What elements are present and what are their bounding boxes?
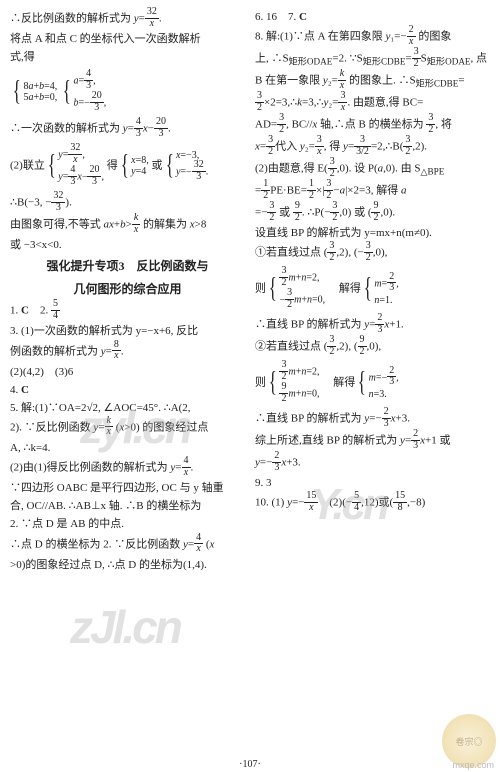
text-line: 10. (1) y=−15x (2)(−54,12)或(158,−8)	[255, 492, 490, 514]
text-line: x=32代入 y₂=3x, 得 y=33/2=2,∴B(32,2).	[255, 136, 490, 158]
text-line: 4. C	[10, 381, 245, 399]
right-column: 6. 16 7. C 8. 解:(1)∵点 A 在第四象限 y₁=−2x 的图象…	[255, 8, 490, 768]
left-column: ∴反比例函数的解析式为 y=32x. 将点 A 和点 C 的坐标代入一次函数解析…	[10, 8, 245, 768]
text-line: ∴B(−3, −323).	[10, 192, 245, 214]
page-number: ·107·	[0, 757, 500, 770]
text-line: 8. 解:(1)∵点 A 在第四象限 y₁=−2x 的图象	[255, 26, 490, 48]
site-label: mxqe.com	[452, 760, 494, 770]
text-line: (2)由(1)得反比例函数的解析式为 y=4x.	[10, 457, 245, 479]
text-line: 合, OC//AB. ∴AB⊥x 轴. ∴B 的横坐标为	[10, 497, 245, 515]
text-line: 1. C 2. 54	[10, 300, 245, 322]
text-line: ②若直线过点 (32,2), (92,0),	[255, 336, 490, 358]
text-line: ∵四边形 OABC 是平行四边形, OC 与 y 轴重	[10, 479, 245, 497]
text-line: A, ∴k=4.	[10, 439, 245, 457]
text-line: y=−23x+3.	[255, 452, 490, 474]
text-line: 例函数的解析式为 y=8x.	[10, 341, 245, 363]
text-line: 式,得	[10, 48, 245, 66]
text-line: =12PE·BE=12×|32−a|×2=3, 解得 a	[255, 180, 490, 202]
text-line: 上, ∴S矩形ODAE=2. ∵S矩形CDBE=32S矩形ODAE, 点	[255, 48, 490, 70]
text-line: 综上所述,直线 BP 的解析式为 y=23x+1 或	[255, 430, 490, 452]
text-line: 32×2=3,∴k=3,∴y₂=3x. 由题意,得 BC=	[255, 92, 490, 114]
text-line: ①若直线过点 (32,2), (−32,0),	[255, 242, 490, 264]
text-line: =−32 或 92. ∴P(−32,0) 或 (92,0).	[255, 202, 490, 224]
text-line: 5. 解:(1)∵OA=2√2, ∠AOC=45°. ∴A(2,	[10, 399, 245, 417]
section-title: 强化提升专项3 反比例函数与	[10, 257, 245, 275]
text-line: 6. 16 7. C	[255, 8, 490, 26]
section-title: 几何图形的综合应用	[10, 280, 245, 298]
text-line: >0)的图象经过点 D, ∴点 D 的坐标为(1,4).	[10, 556, 245, 574]
text-line: 9. 3	[255, 474, 490, 492]
text-line: B 在第一象限 y₂=kx 的图象上. ∴S矩形CDBE=	[255, 70, 490, 92]
text-line: ∴反比例函数的解析式为 y=32x.	[10, 8, 245, 30]
text-line: AD=32, BC//x 轴,∴点 B 的横坐标为 32, 将	[255, 114, 490, 136]
equation-system: 则{32m+n=2,92m+n=0, 解得{m=−23,n=3.	[255, 361, 490, 405]
text-line: ∴直线 BP 的解析式为 y=−23x+3.	[255, 408, 490, 430]
text-line: 或 −3<x<0.	[10, 236, 245, 254]
text-line: 2). ∵反比例函数 y=kx (x>0) 的图象经过点	[10, 417, 245, 439]
text-line: (2)由题意,得 E(32,0). 设 P(a,0). 由 S△BPE	[255, 158, 490, 180]
text-line: (2)(4,2) (3)6	[10, 363, 245, 381]
text-line: ∴一次函数的解析式为 y=43x−203.	[10, 118, 245, 140]
text-line: 设直线 BP 的解析式为 y=mx+n(m≠0).	[255, 224, 490, 242]
text-line: 由图象可得,不等式 ax+b>kx 的解集为 x>8	[10, 214, 245, 236]
text-line: 3. (1)一次函数的解析式为 y=−x+6, 反比	[10, 322, 245, 340]
equation-system: {8a+b=4,5a+b=0, {a=43,b=−203,	[10, 70, 245, 114]
text-line: ∴直线 BP 的解析式为 y=23x+1.	[255, 314, 490, 336]
equation-system: 则{32m+n=2,−32m+n=0, 解得{m=23,n=1.	[255, 267, 490, 311]
page: ∴反比例函数的解析式为 y=32x. 将点 A 和点 C 的坐标代入一次函数解析…	[0, 0, 500, 772]
equation-system: (2)联立{y=32x,y=43x−203, 得{x=8,y=4 或{x=−3,…	[10, 144, 245, 188]
text-line: 将点 A 和点 C 的坐标代入一次函数解析	[10, 30, 245, 48]
text-line: ∴点 D 的横坐标为 2. ∵反比例函数 y=4x (x	[10, 534, 245, 556]
text-line: 2. ∵点 D 是 AB 的中点.	[10, 515, 245, 533]
